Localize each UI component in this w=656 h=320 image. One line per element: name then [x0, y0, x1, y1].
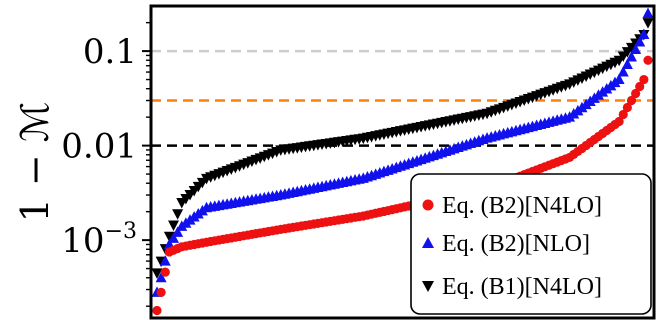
plot-frame: [149, 4, 656, 320]
data-point-s0-118: [639, 74, 649, 85]
legend-label-1: Eq. (B2)[NLO]: [442, 231, 590, 257]
ref-lines: [151, 49, 654, 147]
y-axis: 0.1 0.01 10−3: [61, 21, 151, 307]
data-point-s1-4: [168, 232, 180, 243]
legend-box: [410, 173, 652, 315]
data-point-s2-5: [172, 209, 184, 220]
y-tick-label-0: 0.1: [83, 32, 137, 72]
data-point-s2-0: [151, 268, 163, 279]
data-point-s2-4: [168, 220, 180, 231]
data-point-s0-114: [622, 102, 632, 113]
data-point-s1-113: [617, 66, 629, 77]
y-axis-label: 1 − ℳ: [13, 102, 57, 223]
series-1: [151, 7, 654, 297]
legend-marker-triangle-down: [422, 281, 434, 292]
data-point-s2-3: [163, 231, 175, 243]
data-point-s1-1: [155, 271, 167, 283]
data-point-s0-117: [635, 81, 645, 92]
series-layer: [151, 7, 654, 316]
data-point-s1-115: [625, 50, 637, 62]
data-point-s2-119: [642, 18, 654, 29]
data-point-s0-115: [626, 95, 637, 106]
data-point-s0-112: [614, 116, 624, 127]
legend-label-2: Eq. (B1)[N4LO]: [442, 274, 602, 300]
data-point-s1-119: [642, 7, 654, 18]
data-point-s0-113: [618, 109, 628, 120]
data-point-s0-1: [156, 287, 166, 297]
legend-label-0: Eq. (B2)[N4LO]: [442, 193, 602, 219]
data-point-s0-119: [643, 55, 653, 65]
data-point-s1-2: [159, 255, 171, 266]
data-point-s1-116: [630, 43, 642, 54]
y-tick-label-2: 10−3: [61, 219, 137, 261]
data-point-s1-117: [634, 35, 646, 47]
data-point-s1-5: [172, 226, 184, 237]
data-point-s1-112: [613, 73, 625, 85]
legend-marker-circle: [422, 199, 434, 211]
legend: Eq. (B2)[N4LO] Eq. (B2)[NLO] Eq. (B1)[N4…: [410, 173, 652, 315]
data-point-s0-0: [152, 305, 162, 316]
legend-marker-triangle-up: [422, 237, 434, 248]
data-point-s1-118: [638, 28, 650, 39]
data-point-s0-2: [160, 267, 170, 277]
data-point-s1-114: [621, 58, 633, 70]
data-point-s0-116: [631, 88, 641, 99]
y-tick-label-1: 0.01: [61, 127, 137, 167]
